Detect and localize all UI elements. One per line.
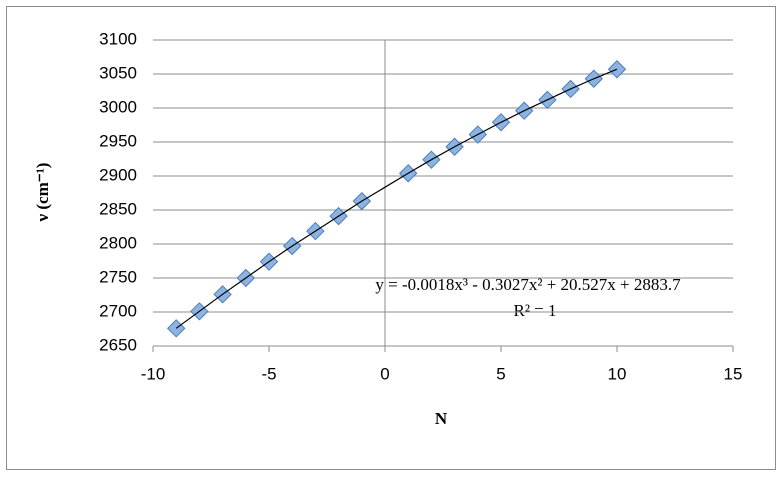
x-tick-label: 5: [496, 364, 505, 383]
y-tick-label: 3050: [99, 63, 137, 82]
y-tick-label: 2900: [99, 165, 137, 184]
y-tick-label: 3100: [99, 29, 137, 48]
equation: y = -0.0018x³ - 0.3027x² + 20.527x + 288…: [375, 275, 681, 294]
y-tick-label: 2850: [99, 199, 137, 218]
y-tick-label: 2700: [99, 301, 137, 320]
y-axis-title: ν (cm⁻¹): [33, 163, 52, 223]
x-tick-label: 10: [608, 364, 627, 383]
trendline: [175, 68, 618, 329]
x-tick-label: 0: [380, 364, 389, 383]
x-axis-title: N: [435, 409, 448, 428]
chart-border: [6, 6, 776, 470]
x-tick-label: -5: [261, 364, 276, 383]
y-tick-label: 2750: [99, 267, 137, 286]
y-tick-label: 2950: [99, 131, 137, 150]
y-tick-label: 3000: [99, 97, 137, 116]
x-tick-label: -10: [141, 364, 166, 383]
y-tick-label: 2800: [99, 233, 137, 252]
x-tick-label: 15: [724, 364, 743, 383]
r-squared: R² = 1: [513, 301, 556, 320]
y-tick-label: 2650: [99, 335, 137, 354]
